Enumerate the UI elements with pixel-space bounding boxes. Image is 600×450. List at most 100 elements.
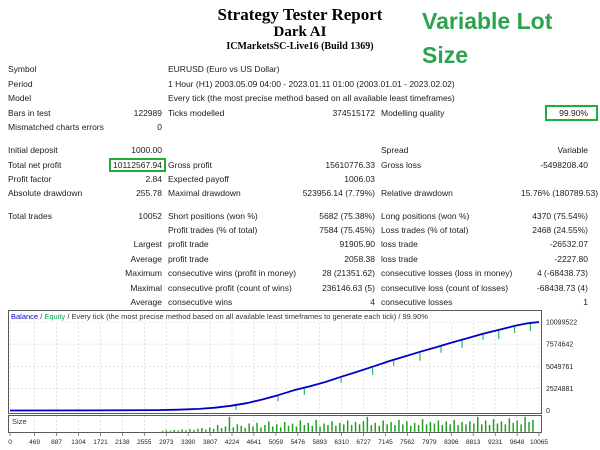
table-cell: 15610776.33 <box>325 159 375 170</box>
table-cell: Short positions (won %) <box>168 210 258 221</box>
table-cell: Average <box>130 297 162 308</box>
table-cell: consecutive profit (count of wins) <box>168 282 292 293</box>
table-cell: Maximal <box>130 282 162 293</box>
table-row: Average profit trade 2058.38 loss trade -222… <box>8 252 588 266</box>
table-cell: Largest <box>133 239 162 250</box>
table-cell: Maximum <box>125 268 162 279</box>
legend-equity: Equity <box>44 312 66 321</box>
legend-sep: / <box>38 312 45 321</box>
x-axis-tick-label: 5059 <box>269 439 284 446</box>
lot-size-bars <box>161 416 534 432</box>
table-cell: 5682 (75.38%) <box>319 210 375 221</box>
table-cell: 91905.90 <box>339 239 375 250</box>
x-axis-tick-label: 6310 <box>334 439 349 446</box>
x-axis-tick-label: 3390 <box>181 439 196 446</box>
table-cell: consecutive loss (count of losses) <box>381 282 509 293</box>
highlighted-value: 10112567.94 <box>108 157 166 172</box>
y-axis-tick-label: 7574642 <box>546 342 573 349</box>
variable-lot-size-annotation: Variable Lot Size <box>422 4 600 72</box>
table-cell: Total trades <box>8 210 52 221</box>
table-row: Largest profit trade 91905.90 loss trade -26… <box>8 237 588 251</box>
table-cell: 4 (-68438.73) <box>536 268 588 279</box>
table-row: Average consecutive wins 4 consecutive loss… <box>8 295 588 309</box>
table-cell: 1006.03 <box>344 173 375 184</box>
report-header: Strategy Tester Report Dark AI ICMarkets… <box>0 5 600 53</box>
table-cell: 2468 (24.55%) <box>532 225 588 236</box>
table-cell: Absolute drawdown <box>8 188 83 199</box>
table-cell: Gross profit <box>168 159 212 170</box>
x-axis-tick-label: 469 <box>29 439 40 446</box>
x-axis-tick-label: 2973 <box>159 439 174 446</box>
x-axis-tick-label: 10065 <box>530 439 548 446</box>
table-cell: Every tick (the most precise method base… <box>168 92 455 103</box>
table-cell: 1000.00 <box>131 145 162 156</box>
table-row: Maximum consecutive wins (profit in money… <box>8 266 588 280</box>
table-row: Profit trades (% of total) 7584 (75.45%) L… <box>8 223 588 237</box>
legend-method-text: Every tick (the most precise method base… <box>71 312 428 321</box>
table-cell: profit trade <box>168 239 209 250</box>
table-cell: Variable <box>557 145 588 156</box>
broker-build-info: ICMarketsSC-Live16 (Build 1369) <box>226 41 374 52</box>
table-cell: 15.76% (180789.53) <box>521 188 599 199</box>
table-cell: Bars in test <box>8 108 51 119</box>
x-axis-tick-label: 1304 <box>71 439 86 446</box>
table-cell: -26532.07 <box>549 239 588 250</box>
x-axis-tick-label: 4641 <box>247 439 262 446</box>
table-cell: Modelling quality <box>381 108 445 119</box>
table-cell: 1 <box>583 297 588 308</box>
table-row: Model Every tick (the most precise method… <box>8 91 588 105</box>
table-row: Total trades 10052 Short positions (won %)… <box>8 209 588 223</box>
table-cell: -68438.73 (4) <box>536 282 588 293</box>
table-cell: Average <box>130 253 162 264</box>
table-cell: consecutive losses <box>381 297 453 308</box>
size-subchart-label: Size <box>12 417 27 426</box>
table-cell: -5498208.40 <box>540 159 588 170</box>
table-cell: 10112567.94 <box>102 157 166 172</box>
table-cell: -2227.80 <box>554 253 588 264</box>
table-cell: 4 <box>370 297 375 308</box>
axis-labels: 10099522 7574642 5049761 2524881 0 0 469 887 130… <box>8 320 577 447</box>
x-axis-tick-label: 5476 <box>291 439 306 446</box>
table-cell: loss trade <box>381 253 418 264</box>
y-axis-tick-label: 0 <box>546 408 550 415</box>
table-row: Absolute drawdown 255.78 Maximal drawdown 5… <box>8 186 599 200</box>
legend-balance: Balance <box>11 312 39 321</box>
table-row: Bars in test 122989 Ticks modelled 37451517… <box>8 105 598 122</box>
y-axis-tick-label: 10099522 <box>546 320 577 327</box>
table-row: Period 1 Hour (H1) 2003.05.09 04:00 - 202… <box>8 76 588 90</box>
annotation-line-1: Variable Lot <box>422 8 553 34</box>
x-axis-tick-label: 9231 <box>488 439 503 446</box>
table-cell: 2058.38 <box>344 253 375 264</box>
table-cell: 10052 <box>138 210 162 221</box>
x-axis-tick-label: 3807 <box>203 439 218 446</box>
y-axis-tick-label: 2524881 <box>546 386 573 393</box>
table-cell: 374515172 <box>332 108 375 119</box>
annotation-line-2: Size <box>422 42 469 68</box>
x-axis-tick-label: 6727 <box>356 439 371 446</box>
table-row: Profit factor 2.84 Expected payoff 1006.03 <box>8 172 588 186</box>
balance-line <box>9 321 540 412</box>
table-row: Mismatched charts errors 0 <box>8 120 588 134</box>
table-cell: Spread <box>381 145 409 156</box>
x-axis-tick-label: 887 <box>51 439 62 446</box>
table-cell: Expected payoff <box>168 173 229 184</box>
ea-name: Dark AI <box>273 24 327 40</box>
table-cell: Profit factor <box>8 173 52 184</box>
page-title: Strategy Tester Report <box>217 5 383 24</box>
table-cell: loss trade <box>381 239 418 250</box>
table-cell: 255.78 <box>136 188 162 199</box>
report-statistics-table: Symbol EURUSD (Euro vs US Dollar) Period 1 … <box>8 62 599 309</box>
table-cell: Relative drawdown <box>381 188 453 199</box>
equity-chart: 10099522 7574642 5049761 2524881 0 0 469 887 130… <box>8 310 592 448</box>
x-axis-tick-label: 5893 <box>312 439 327 446</box>
table-row: Maximal consecutive profit (count of wins… <box>8 280 588 294</box>
main-panel-border <box>8 310 542 414</box>
table-cell: Long positions (won %) <box>381 210 470 221</box>
chart-legend: Balance / Equity / Every tick (the most … <box>11 312 428 321</box>
grid-lines <box>9 321 540 436</box>
equity-dip-ticks <box>235 324 531 410</box>
table-cell: consecutive wins <box>168 297 233 308</box>
table-cell: Period <box>8 78 33 89</box>
table-cell: Model <box>8 92 32 103</box>
